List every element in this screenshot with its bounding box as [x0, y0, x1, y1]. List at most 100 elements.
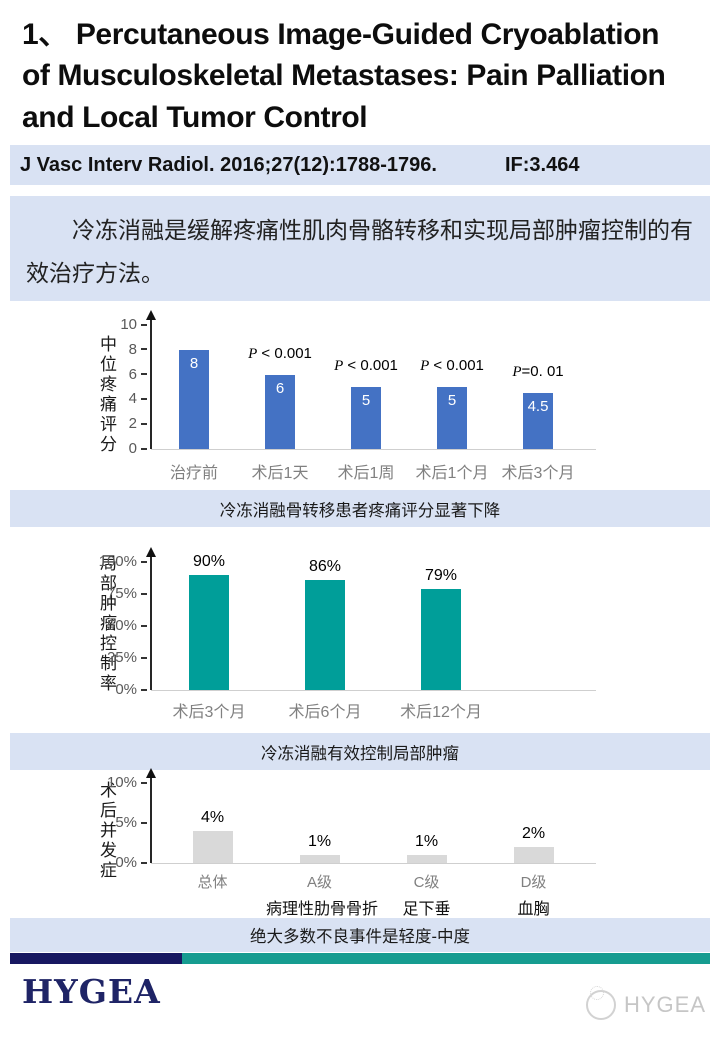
bar-value-label: 79% — [424, 566, 458, 584]
x-category-label: 术后1天 — [251, 465, 309, 482]
y-axis-label: 术后并发症 — [97, 781, 116, 881]
chart-caption-complications: 绝大多数不良事件是轻度-中度 — [10, 918, 710, 952]
y-tick-mark — [141, 348, 147, 351]
y-tick: 0% — [115, 681, 147, 698]
bar: 8 — [179, 349, 209, 449]
bar — [192, 831, 233, 863]
bar-value-label: 1% — [307, 833, 332, 850]
x-sub-label: 病理性肋骨骨折 — [266, 901, 379, 918]
bar — [189, 574, 229, 690]
y-axis-line — [146, 547, 156, 690]
bar — [421, 588, 461, 690]
bar-value-label: 5 — [361, 392, 371, 409]
y-tick-label: 2 — [128, 415, 137, 433]
y-tick-label: 10 — [120, 316, 137, 333]
y-tick: 4 — [129, 390, 147, 407]
y-tick: 25% — [107, 649, 147, 666]
p-value-annotation: P < 0.001 — [248, 344, 312, 362]
citation-bar: J Vasc Interv Radiol. 2016;27(12):1788-1… — [10, 145, 710, 185]
plot-area: 90% 86% 79% — [151, 553, 596, 691]
chart-caption-pain: 冷冻消融骨转移患者疼痛评分显著下降 — [10, 490, 710, 527]
y-tick-mark — [141, 422, 147, 425]
y-tick-mark — [141, 397, 147, 400]
hygea-watermark: HYGEA — [585, 986, 706, 1020]
bar-group: P < 0.001 6 — [237, 325, 323, 449]
y-tick: 6 — [129, 366, 147, 383]
y-tick-label: 0% — [115, 854, 137, 871]
bar-group: 8 — [151, 325, 237, 449]
x-category-label: 治疗前 — [169, 465, 218, 482]
bar — [513, 847, 554, 863]
y-tick: 8 — [129, 341, 147, 358]
y-tick: 5% — [115, 814, 147, 831]
y-tick: 10% — [107, 774, 147, 791]
y-tick-mark — [141, 323, 147, 326]
bar-group: 79% — [383, 562, 499, 690]
y-tick-mark — [141, 861, 147, 864]
hygea-watermark-text: HYGEA — [623, 992, 706, 1017]
p-value-annotation: P < 0.001 — [334, 357, 398, 374]
plot-area: 4% 1% 1% 2% — [151, 783, 604, 864]
bar-group: P < 0.001 5 — [409, 325, 495, 449]
bar — [406, 855, 447, 863]
y-tick-mark — [141, 560, 147, 563]
x-category-label: 术后3个月 — [501, 465, 575, 482]
y-tick-label: 10% — [106, 774, 137, 791]
footer-accent-bar — [10, 953, 710, 964]
bar-value-label: 90% — [192, 552, 226, 570]
y-tick-mark — [141, 781, 147, 784]
bar-group: P < 0.001 5 — [323, 325, 409, 449]
y-tick-mark — [141, 821, 147, 824]
y-axis-label: 局部肿瘤控制率 — [97, 554, 116, 694]
bar — [305, 579, 345, 690]
y-tick-label: 6 — [128, 365, 137, 383]
tumor-control-chart: 局部肿瘤控制率 100% 75% 50% 25% 0% 90% 86% 79% 术后3个月术… — [90, 546, 690, 730]
bar-group: 1% — [266, 783, 373, 863]
y-tick-label: 50% — [106, 617, 137, 634]
y-tick-label: 4 — [128, 390, 137, 408]
y-tick-mark — [141, 592, 147, 595]
hygea-globe-icon — [585, 986, 616, 1020]
y-tick: 0 — [129, 440, 147, 457]
x-category-label: C级 足下垂 — [373, 871, 480, 919]
y-tick-label: 0 — [128, 440, 137, 457]
x-axis-labels: 术后3个月 术后6个月 术后12个月 — [151, 698, 596, 722]
bar-value-label: 1% — [414, 833, 439, 850]
x-axis-labels: 总体 A级 病理性肋骨骨折 C级 足下垂 D级 血胸 — [151, 871, 604, 919]
x-axis-labels: 治疗前 术后1天 术后1周 术后1个月 术后3个月 — [151, 459, 596, 483]
y-tick-mark — [141, 447, 147, 450]
x-sub-label: 血胸 — [517, 901, 550, 918]
x-category-label: 术后1个月 — [415, 465, 489, 482]
footer-bar-navy — [10, 953, 182, 964]
y-tick: 0% — [115, 854, 147, 871]
y-tick-mark — [141, 373, 147, 376]
y-tick: 100% — [99, 553, 147, 570]
plot-area: 8 P < 0.001 6 P < 0.001 5 P < 0.001 5 P=0. 01 4.… — [151, 325, 596, 450]
bar-value-label: 2% — [521, 825, 546, 842]
y-tick-label: 0% — [115, 681, 137, 698]
x-category-label: 术后6个月 — [288, 704, 362, 721]
p-value-annotation: P=0. 01 — [512, 363, 564, 381]
bar-group: 1% — [373, 783, 480, 863]
y-tick-mark — [141, 656, 147, 659]
bar-value-label: 5 — [447, 392, 457, 409]
x-category-label: 总体 — [197, 874, 228, 891]
bar: 5 — [437, 387, 467, 449]
x-category-label: 术后12个月 — [400, 704, 482, 721]
bar-group: 86% — [267, 558, 383, 690]
y-tick-label: 8 — [128, 340, 137, 358]
y-axis-line — [146, 310, 156, 449]
x-sub-label: 足下垂 — [402, 901, 451, 918]
footer-bar-teal — [182, 953, 710, 964]
x-category-label: D级 血胸 — [480, 871, 587, 919]
y-tick-label: 100% — [98, 553, 137, 570]
y-tick-label: 5% — [115, 814, 137, 831]
summary-text: 冷冻消融是缓解疼痛性肌肉骨骼转移和实现局部肿瘤控制的有效治疗方法。 — [26, 217, 693, 286]
impact-factor: IF:3.464 — [505, 153, 580, 176]
bar-value-label: 4.5 — [527, 398, 549, 416]
bar-value-label: 4% — [200, 809, 225, 826]
bar-group: P=0. 01 4.5 — [495, 325, 581, 449]
y-axis-ticks: 10% 5% 0% — [90, 774, 147, 871]
y-axis-label: 中位疼痛评分 — [97, 335, 116, 455]
